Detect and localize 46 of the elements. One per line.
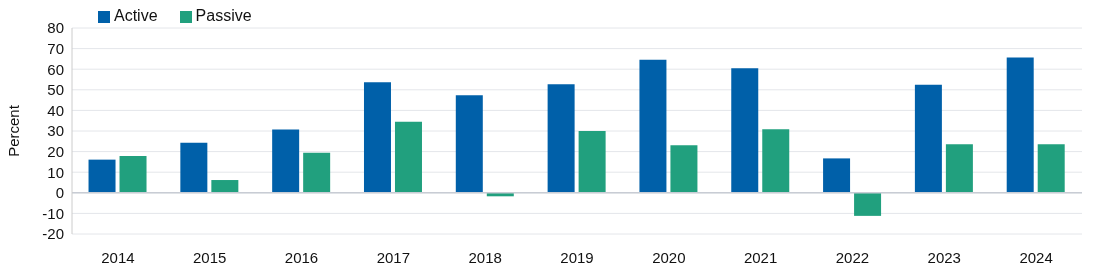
- y-tick-label: 40: [47, 101, 64, 119]
- x-tick-label: 2022: [835, 248, 870, 266]
- y-tick-label: 0: [55, 184, 64, 202]
- bar: [119, 155, 147, 193]
- x-tick-label: 2023: [927, 248, 961, 266]
- x-tick-label: 2021: [743, 248, 778, 266]
- y-tick-label: 70: [47, 39, 64, 57]
- y-tick-label: -10: [42, 204, 64, 222]
- bar: [303, 152, 331, 193]
- bar: [823, 158, 851, 193]
- bar: [1006, 57, 1034, 193]
- y-tick-label: 10: [47, 163, 64, 181]
- y-tick-label: 30: [47, 122, 64, 140]
- y-axis-title: Percent: [5, 104, 23, 157]
- bar: [731, 68, 759, 193]
- bar: [578, 131, 606, 193]
- bar: [639, 59, 667, 193]
- x-tick-label: 2014: [101, 248, 135, 266]
- bar: [455, 95, 483, 193]
- legend-label: Active: [114, 7, 158, 24]
- bar: [762, 129, 790, 193]
- bar: [914, 84, 942, 193]
- y-tick-label: 80: [47, 19, 64, 37]
- x-tick-label: 2018: [468, 248, 502, 266]
- bar: [547, 84, 575, 193]
- y-tick-label: 50: [47, 81, 64, 99]
- bar: [363, 82, 391, 193]
- y-tick-label: 20: [47, 142, 64, 160]
- bar: [854, 192, 882, 216]
- bar: [1037, 144, 1065, 193]
- x-tick-label: 2020: [652, 248, 686, 266]
- bar: [211, 180, 239, 193]
- y-tick-label: -20: [42, 225, 64, 243]
- x-tick-label: 2015: [193, 248, 227, 266]
- bar: [180, 142, 208, 193]
- x-tick-label: 2024: [1019, 248, 1053, 266]
- y-tick-label: 60: [47, 60, 64, 78]
- bar: [670, 145, 698, 193]
- bar: [394, 121, 422, 193]
- x-tick-label: 2016: [284, 248, 319, 266]
- x-tick-label: 2017: [376, 248, 411, 266]
- x-tick-label: 2019: [560, 248, 594, 266]
- bar: [272, 129, 300, 193]
- bar: [88, 159, 116, 193]
- bar: [945, 144, 973, 193]
- legend-label: Passive: [195, 7, 252, 24]
